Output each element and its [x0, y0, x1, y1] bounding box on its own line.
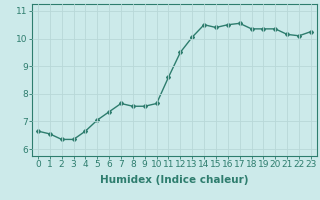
X-axis label: Humidex (Indice chaleur): Humidex (Indice chaleur)	[100, 175, 249, 185]
